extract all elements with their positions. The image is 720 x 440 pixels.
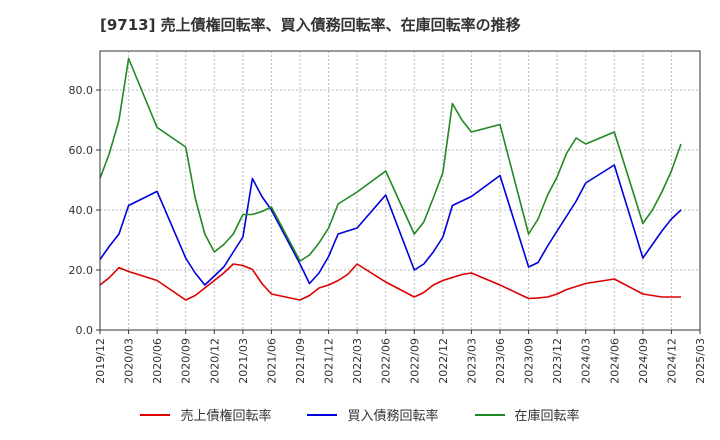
x-tick-label: 2024/03 [580,338,593,384]
series-line-1 [99,263,681,301]
plot-area [100,51,700,330]
x-tick-label: 2020/03 [123,338,136,384]
x-tick-label: 2021/09 [294,338,307,384]
legend-label: 買入債務回転率 [347,409,439,424]
x-tick-label: 2021/06 [265,338,278,384]
x-tick-label: 2023/09 [523,338,536,384]
legend-item-2: 買入債務回転率 [307,405,439,424]
series-line-3 [99,57,682,262]
legend-label: 在庫回転率 [514,409,580,424]
legend-swatch [140,413,171,416]
legend-label: 売上債権回転率 [180,409,272,424]
legend-swatch [474,413,505,416]
legend-item-1: 売上債権回転率 [140,405,271,424]
x-tick-label: 2023/06 [494,338,507,384]
legend: 売上債権回転率 買入債務回転率 在庫回転率 [0,405,720,424]
x-tick-label: 2022/09 [408,338,421,384]
x-tick-label: 2020/06 [151,338,164,384]
y-tick-label: 80.0 [69,84,94,97]
x-tick-label: 2022/03 [351,338,364,384]
legend-swatch [307,413,338,416]
x-tick-label: 2024/09 [637,338,650,384]
x-tick-label: 2022/12 [437,338,450,384]
x-tick-label: 2022/06 [380,338,393,384]
x-tick-label: 2021/12 [323,338,336,384]
series-layer [99,57,682,301]
axis-layer: 0.0 20.0 40.0 60.0 80.0 2019/12 2020/03 2020/06… [69,84,708,384]
x-tick-label: 2024/12 [665,338,678,384]
y-tick-label: 20.0 [69,264,94,277]
y-tick-label: 60.0 [69,144,94,157]
chart-title: [9713] 売上債権回転率、買入債務回転率、在庫回転率の推移 [100,16,521,34]
x-tick-label: 2020/12 [208,338,221,384]
x-tick-label: 2020/09 [180,338,193,384]
y-tick-label: 0.0 [76,324,94,337]
series-line-2 [99,164,682,286]
x-tick-label: 2021/03 [237,338,250,384]
x-tick-label: 2019/12 [94,338,107,384]
x-tick-label: 2024/06 [608,338,621,384]
legend-item-3: 在庫回転率 [474,405,580,424]
y-tick-label: 40.0 [69,204,94,217]
x-tick-label: 2023/03 [465,338,478,384]
x-tick-label: 2023/12 [551,338,564,384]
x-tick-label: 2025/03 [694,338,707,384]
plot-border [99,50,701,331]
